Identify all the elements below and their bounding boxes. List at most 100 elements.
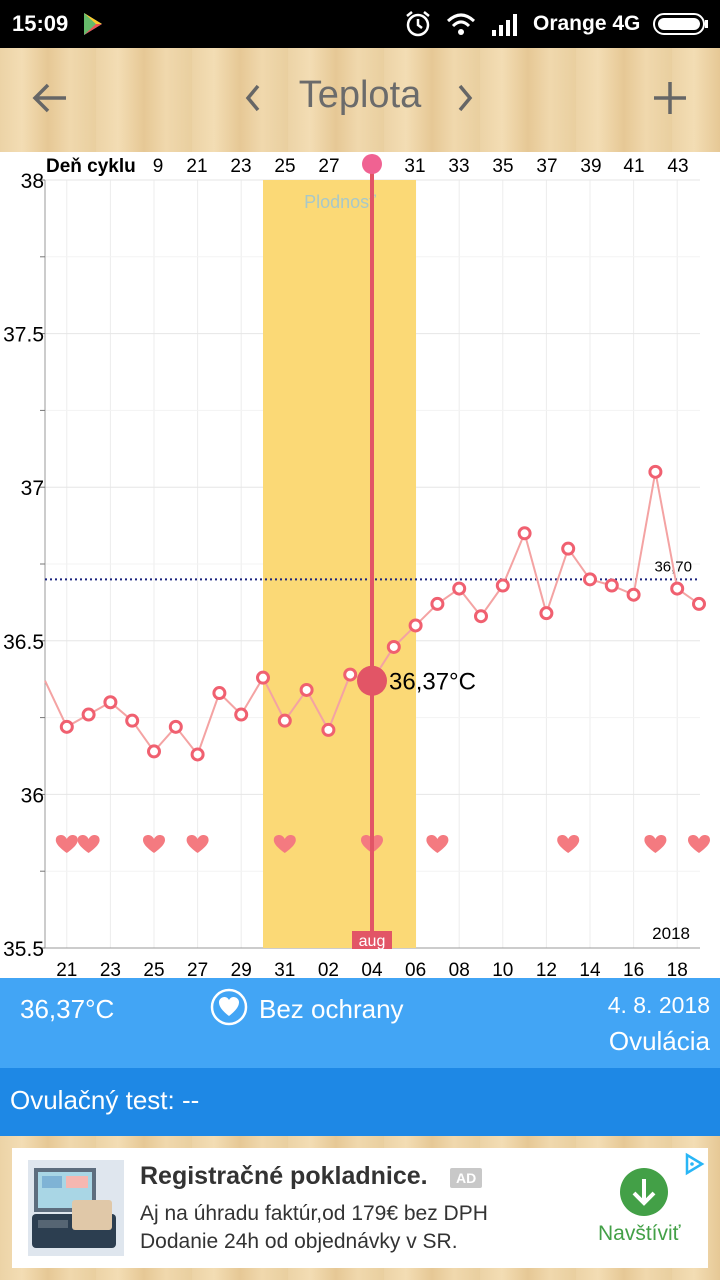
x-tick-label: 12 bbox=[536, 960, 557, 978]
play-store-icon bbox=[84, 13, 102, 35]
temperature-point bbox=[626, 587, 641, 602]
temperature-point bbox=[430, 596, 445, 611]
temperature-point bbox=[190, 747, 205, 762]
x-tick-label: 31 bbox=[274, 960, 295, 978]
intercourse-heart-marker bbox=[557, 835, 580, 853]
temperature-chart[interactable]: Plodnosť 38 37.5 37 36.5 36 35.5 9 21 23 25 27 31 3… bbox=[0, 152, 720, 978]
next-chevron-icon[interactable] bbox=[452, 80, 478, 116]
y-tick-label: 38 bbox=[21, 170, 44, 193]
temperature-point bbox=[321, 722, 336, 737]
signal-icon bbox=[492, 14, 517, 36]
intercourse-heart-marker bbox=[77, 835, 100, 853]
x-tick-label: 16 bbox=[623, 960, 644, 978]
temperature-point bbox=[495, 578, 510, 593]
cycle-day-tick: 27 bbox=[318, 156, 339, 177]
temperature-point bbox=[561, 541, 576, 556]
heart-circle-icon bbox=[210, 988, 248, 1026]
x-tick-label: 25 bbox=[143, 960, 164, 978]
x-tick-label: 06 bbox=[405, 960, 426, 978]
x-tick-label: 10 bbox=[492, 960, 513, 978]
intercourse-heart-marker bbox=[644, 835, 667, 853]
temperature-point bbox=[299, 682, 314, 697]
wifi-icon bbox=[446, 13, 476, 35]
adchoices-icon[interactable] bbox=[682, 1152, 706, 1176]
intercourse-heart-marker bbox=[426, 835, 449, 853]
x-tick-label: 29 bbox=[231, 960, 252, 978]
info-temperature: 36,37°C bbox=[20, 994, 115, 1024]
x-tick-label: 27 bbox=[187, 960, 208, 978]
cycle-day-tick: 9 bbox=[153, 156, 164, 177]
x-tick-label: 04 bbox=[361, 960, 383, 978]
status-time: 15:09 bbox=[12, 11, 69, 36]
x-tick-label: 14 bbox=[579, 960, 601, 978]
selected-temperature-point bbox=[357, 665, 387, 696]
ovulation-test-bar[interactable]: Ovulačný test: -- bbox=[0, 1068, 720, 1136]
selected-temperature-label: 36,37°C bbox=[389, 669, 476, 696]
cycle-day-tick: 39 bbox=[580, 156, 601, 177]
temperature-point bbox=[604, 578, 619, 593]
temperature-point bbox=[648, 464, 663, 479]
month-badge-bg bbox=[352, 931, 392, 949]
temperature-point bbox=[212, 686, 227, 701]
previous-chevron-icon[interactable] bbox=[240, 80, 266, 116]
y-tick-label: 36 bbox=[21, 784, 44, 807]
cycle-day-tick: 35 bbox=[492, 156, 513, 177]
y-tick-label: 37.5 bbox=[3, 324, 44, 347]
month-label: aug bbox=[359, 933, 386, 950]
battery-icon bbox=[653, 13, 708, 35]
intercourse-heart-marker bbox=[273, 835, 296, 853]
temperature-point bbox=[168, 719, 183, 734]
temperature-points bbox=[59, 464, 706, 762]
download-arrow-icon[interactable] bbox=[620, 1168, 668, 1216]
alarm-icon bbox=[406, 11, 430, 37]
chart-svg: Plodnosť 38 37.5 37 36.5 36 35.5 9 21 23 25 27 31 3… bbox=[3, 154, 710, 978]
temperature-point bbox=[125, 713, 140, 728]
temperature-point bbox=[539, 606, 554, 621]
x-tick-label: 21 bbox=[56, 960, 77, 978]
temperature-point bbox=[474, 609, 488, 624]
y-tick-label: 36.5 bbox=[3, 631, 44, 654]
add-icon[interactable] bbox=[650, 78, 690, 118]
info-protection: Bez ochrany bbox=[259, 994, 404, 1024]
x-axis-ticks: 21 23 25 27 29 31 02 04 06 08 10 12 14 16 18 bbox=[56, 960, 688, 978]
y-tick-label: 37 bbox=[21, 477, 44, 500]
cycle-day-tick: 21 bbox=[186, 156, 207, 177]
temperature-point bbox=[692, 596, 706, 611]
temperature-point bbox=[103, 695, 118, 710]
x-tick-label: 23 bbox=[100, 960, 121, 978]
intercourse-heart-marker bbox=[143, 835, 165, 853]
ad-visit-button[interactable]: Navštíviť bbox=[598, 1222, 681, 1245]
ad-cash-register-image bbox=[28, 1160, 124, 1256]
status-bar: 15:09 Orange 4G bbox=[0, 0, 720, 48]
selected-day-top-marker bbox=[362, 154, 382, 174]
ad-banner[interactable]: Registračné pokladnice. AD Aj na úhradu … bbox=[12, 1148, 708, 1268]
cycle-day-tick: 31 bbox=[404, 156, 425, 177]
temperature-point bbox=[408, 618, 423, 633]
cycle-day-tick: 43 bbox=[667, 156, 688, 177]
back-arrow-icon[interactable] bbox=[30, 78, 70, 118]
fertile-window-band bbox=[263, 180, 416, 948]
temperature-point bbox=[452, 581, 467, 596]
ad-headline: Registračné pokladnice. bbox=[140, 1162, 428, 1190]
intercourse-heart-marker bbox=[186, 835, 209, 853]
fertile-window-label: Plodnosť bbox=[304, 192, 376, 212]
temperature-point bbox=[234, 707, 249, 722]
cycle-day-tick: 33 bbox=[448, 156, 469, 177]
temperature-point bbox=[147, 744, 161, 759]
cycle-day-label: Deň cyklu bbox=[46, 156, 136, 177]
ad-description-line-2: Dodanie 24h od objednávky v SR. bbox=[140, 1230, 458, 1253]
temperature-point bbox=[386, 639, 401, 654]
temperature-point bbox=[670, 581, 685, 596]
x-tick-label: 08 bbox=[449, 960, 470, 978]
info-phase: Ovulácia bbox=[608, 1026, 710, 1056]
ad-badge: AD bbox=[450, 1168, 483, 1188]
intercourse-markers bbox=[55, 835, 710, 853]
y-axis-ticks: 38 37.5 37 36.5 36 35.5 bbox=[3, 170, 44, 961]
temperature-point bbox=[59, 719, 74, 734]
ovulation-test-text: Ovulačný test: -- bbox=[10, 1085, 200, 1115]
cycle-day-tick: 23 bbox=[230, 156, 251, 177]
temperature-point bbox=[256, 670, 270, 685]
day-info-bar[interactable]: 36,37°C Bez ochrany 4. 8. 2018 Ovulácia bbox=[0, 978, 720, 1068]
info-date: 4. 8. 2018 bbox=[607, 992, 710, 1018]
temperature-point bbox=[583, 572, 597, 587]
